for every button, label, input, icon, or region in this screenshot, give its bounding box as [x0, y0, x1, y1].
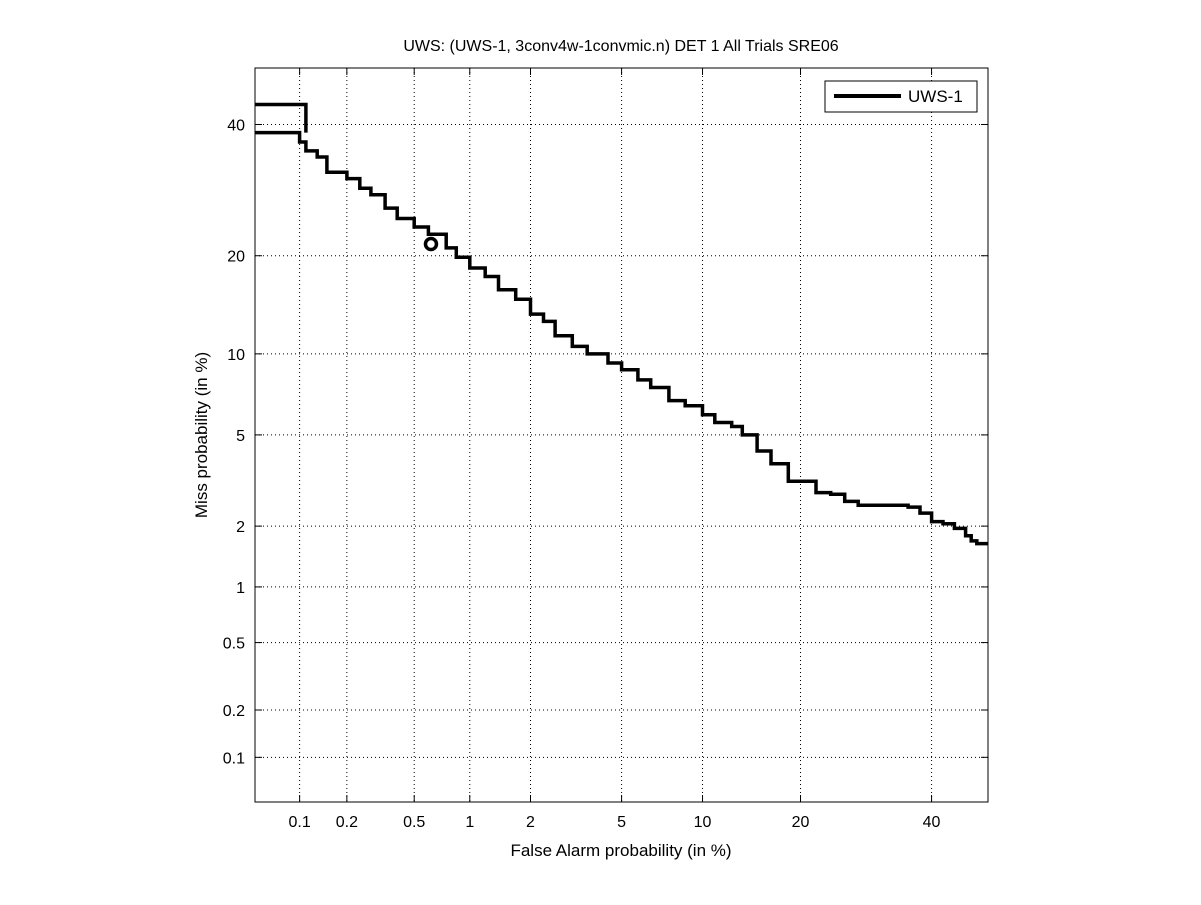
- y-tick-label: 0.1: [223, 750, 245, 767]
- y-tick-label: 2: [236, 519, 245, 536]
- x-tick-label: 0.2: [336, 814, 358, 831]
- x-tick-label: 0.5: [403, 814, 425, 831]
- axis-ticks: 0.1 0.2 0.5 1 2 5 10 20 40 0.1 0.2 0.5 1 2 5 10 20 40: [223, 68, 988, 831]
- x-tick-label: 0.1: [288, 814, 310, 831]
- series-line-uws-1: [255, 102, 308, 133]
- y-tick-label: 5: [236, 428, 245, 445]
- y-tick-label: 10: [227, 347, 245, 364]
- y-tick-label: 40: [227, 118, 245, 135]
- y-tick-label: 20: [227, 249, 245, 266]
- x-tick-label: 40: [923, 814, 941, 831]
- series-lines: [255, 102, 988, 546]
- chart-title: UWS: (UWS-1, 3conv4w-1convmic.n) DET 1 A…: [403, 38, 838, 55]
- x-axis-label: False Alarm probability (in %): [510, 841, 731, 860]
- legend-label-uws-1: UWS-1: [908, 87, 963, 106]
- x-tick-label: 5: [617, 814, 626, 831]
- x-tick-label: 1: [465, 814, 474, 831]
- series-line-uws-1: [255, 130, 988, 546]
- y-tick-label: 0.5: [223, 636, 245, 653]
- x-tick-label: 2: [526, 814, 535, 831]
- x-tick-label: 20: [792, 814, 810, 831]
- operating-point-marker: [423, 236, 439, 252]
- y-tick-label: 0.2: [223, 703, 245, 720]
- legend: UWS-1: [824, 80, 978, 113]
- y-axis-label: Miss probability (in %): [192, 352, 211, 518]
- x-tick-label: 10: [694, 814, 712, 831]
- y-tick-label: 1: [236, 580, 245, 597]
- plot-frame: [254, 67, 989, 803]
